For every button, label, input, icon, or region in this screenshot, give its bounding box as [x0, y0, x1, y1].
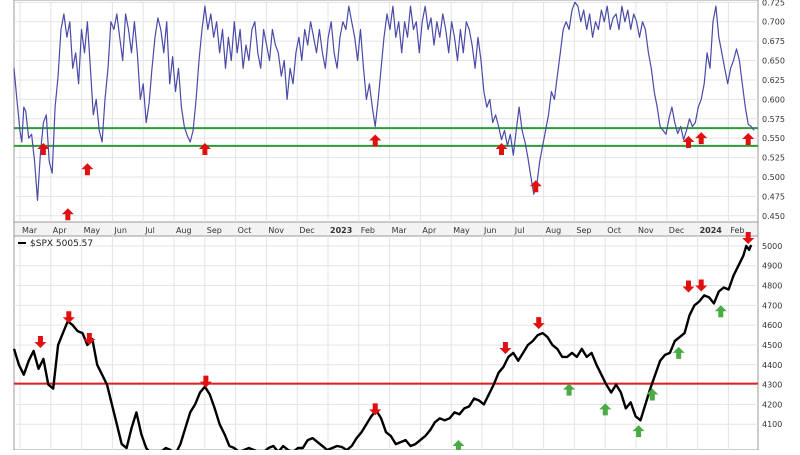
y-tick-label: 0.550	[762, 134, 785, 143]
x-tick-label: May	[84, 226, 101, 235]
x-tick-label: Jun	[113, 226, 127, 235]
x-tick-label: 2024	[700, 226, 723, 235]
up-arrow-marker	[632, 425, 645, 438]
legend-label: $SPX 5005.57	[30, 239, 93, 249]
lower-grid	[14, 236, 758, 450]
upper-panel-frame	[13, 0, 759, 223]
down-arrow-marker	[532, 317, 545, 330]
lower-y-tick-labels: 4100 4200 4300 4400 4500 4600 4700 4800 4900 5000	[762, 242, 782, 429]
up-arrow-marker	[672, 346, 685, 359]
y-tick-label: 4300	[762, 381, 782, 390]
x-tick-label: 2023	[330, 226, 352, 235]
x-tick-label: Feb	[730, 226, 744, 235]
y-tick-label: 0.675	[762, 37, 785, 46]
y-tick-label: 4200	[762, 400, 782, 409]
y-tick-label: 0.500	[762, 173, 785, 182]
upper-grid	[14, 0, 758, 222]
down-arrow-marker	[34, 336, 47, 349]
x-tick-label: Sep	[207, 226, 222, 235]
x-tick-label: Apr	[422, 226, 437, 235]
up-arrow-marker	[682, 136, 695, 149]
up-arrow-marker	[37, 143, 50, 156]
y-tick-label: 0.650	[762, 57, 785, 66]
x-tick-label: Apr	[53, 226, 68, 235]
spx-legend: $SPX 5005.57	[18, 239, 93, 249]
down-arrow-marker	[682, 280, 695, 293]
up-arrow-marker	[599, 403, 612, 416]
x-tick-label: Jul	[514, 226, 525, 235]
up-arrow-marker	[198, 143, 211, 156]
up-arrow-marker	[714, 305, 727, 318]
x-tick-labels: Mar Apr May Jun Jul Aug Sep Oct Nov Dec 2023 Feb Mar…	[22, 226, 745, 235]
x-tick-label: Jun	[483, 226, 497, 235]
x-tick-label: Oct	[238, 226, 252, 235]
up-arrow-marker	[495, 143, 508, 156]
lower-series	[12, 244, 753, 455]
y-tick-label: 4800	[762, 282, 782, 291]
x-tick-label: Dec	[669, 226, 684, 235]
up-arrow-marker	[563, 383, 576, 396]
down-arrow-marker	[369, 403, 382, 416]
up-arrow-marker	[695, 132, 708, 145]
y-tick-label: 4100	[762, 420, 782, 429]
series-line	[13, 1, 755, 201]
x-tick-label: Oct	[607, 226, 621, 235]
up-arrow-marker	[81, 163, 94, 176]
down-arrow-marker	[742, 231, 755, 244]
down-arrow-marker	[199, 375, 212, 388]
y-tick-label: 0.700	[762, 18, 785, 27]
y-tick-label: 0.525	[762, 154, 785, 163]
x-tick-label: Aug	[546, 226, 562, 235]
x-tick-label: Sep	[576, 226, 591, 235]
x-tick-label: Nov	[268, 226, 284, 235]
up-arrow-marker	[369, 134, 382, 147]
x-tick-label: Feb	[361, 226, 375, 235]
upper-reference-lines	[14, 127, 758, 147]
x-tick-label: Mar	[392, 226, 408, 235]
y-tick-label: 4400	[762, 361, 782, 370]
up-arrow-marker	[646, 388, 659, 401]
y-tick-label: 4500	[762, 341, 782, 350]
y-tick-label: 0.475	[762, 192, 785, 201]
x-tick-label: Mar	[22, 226, 38, 235]
down-arrow-marker	[83, 333, 96, 346]
x-tick-label: May	[453, 226, 470, 235]
lower-arrows	[34, 231, 755, 453]
down-arrow-marker	[499, 341, 512, 354]
upper-arrows	[37, 132, 755, 221]
y-tick-label: 5000	[762, 242, 782, 251]
x-tick-label: Nov	[638, 226, 654, 235]
x-tick-label: Jul	[144, 226, 155, 235]
lower-panel-frame	[13, 235, 759, 451]
x-tick-label: Dec	[299, 226, 314, 235]
y-tick-label: 4700	[762, 301, 782, 310]
y-tick-label: 0.575	[762, 115, 785, 124]
down-arrow-marker	[695, 279, 708, 292]
y-tick-label: 0.450	[762, 212, 785, 221]
y-tick-label: 0.725	[762, 0, 785, 7]
up-arrow-marker	[61, 208, 74, 221]
up-arrow-marker	[742, 132, 755, 145]
y-tick-label: 4900	[762, 262, 782, 271]
y-tick-label: 0.625	[762, 76, 785, 85]
series-line	[12, 244, 753, 455]
y-tick-label: 0.600	[762, 95, 785, 104]
upper-y-tick-labels: 0.450 0.475 0.500 0.525 0.550 0.575 0.600 0.625…	[762, 0, 785, 221]
date-axis-strip	[13, 221, 759, 237]
upper-series	[13, 1, 755, 201]
x-tick-label: Aug	[176, 226, 192, 235]
y-tick-label: 4600	[762, 321, 782, 330]
up-arrow-marker	[452, 440, 465, 453]
down-arrow-marker	[62, 311, 75, 324]
up-arrow-marker	[529, 180, 542, 193]
